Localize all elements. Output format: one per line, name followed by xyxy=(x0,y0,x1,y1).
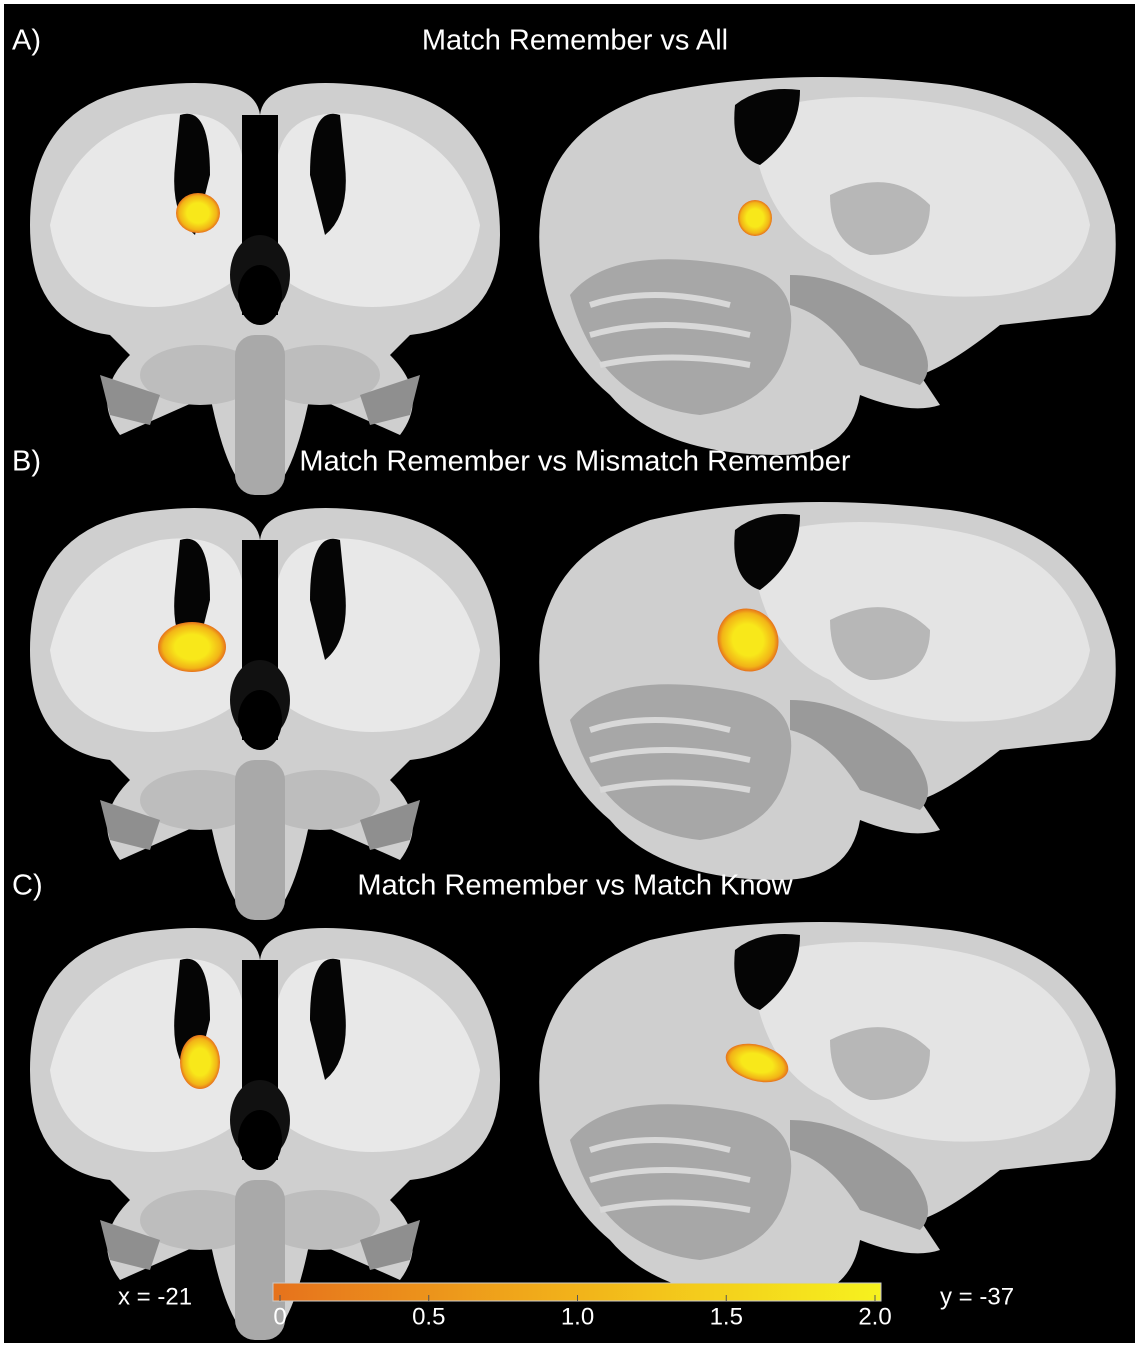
activation xyxy=(738,200,772,236)
colorbar-tick-label: 0.5 xyxy=(412,1303,445,1330)
colorbar-tick-label: 1.0 xyxy=(561,1303,594,1330)
activation xyxy=(158,622,226,672)
colorbar-tick-label: 0 xyxy=(273,1303,286,1330)
panel-label: C) xyxy=(12,870,43,902)
panel-title: Match Remember vs All xyxy=(422,25,728,57)
colorbar-tick-label: 1.5 xyxy=(710,1303,743,1330)
figure: A) Match Remember vs All B) Match Rememb… xyxy=(0,0,1139,1347)
panel-label: A) xyxy=(12,25,41,57)
panel-title: Match Remember vs Match Know xyxy=(357,870,793,902)
panel-title: Match Remember vs Mismatch Remember xyxy=(299,446,850,478)
page: A) Match Remember vs All B) Match Rememb… xyxy=(0,0,1139,1352)
activation xyxy=(180,1035,220,1089)
colorbar-tick-label: 2.0 xyxy=(858,1303,891,1330)
coordinate-label: x = -21 xyxy=(118,1283,192,1310)
panel-label: B) xyxy=(12,446,41,478)
coordinate-label: y = -37 xyxy=(940,1283,1014,1310)
activation xyxy=(176,193,220,233)
